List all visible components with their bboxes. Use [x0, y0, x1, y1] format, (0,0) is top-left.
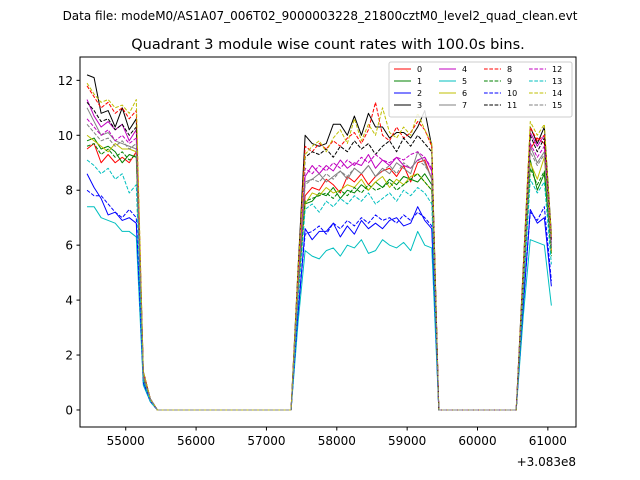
- legend-label-6: 6: [462, 89, 467, 98]
- y-tick-label: 10: [58, 129, 73, 143]
- x-tick-label: 56000: [177, 434, 215, 448]
- legend-label-1: 1: [417, 77, 422, 86]
- series-line-14: [86, 82, 552, 411]
- legend-label-13: 13: [552, 77, 562, 86]
- x-tick-label: 60000: [458, 434, 496, 448]
- series-layer: [86, 74, 552, 411]
- legend-label-0: 0: [417, 65, 422, 74]
- y-axis: 0 2 4 6 8 10 12: [58, 74, 80, 417]
- x-tick-label: 58000: [318, 434, 356, 448]
- y-tick-label: 12: [58, 74, 73, 88]
- chart-suptitle: Data file: modeM0/AS1A07_006T02_90000032…: [63, 9, 578, 23]
- plot-frame: [79, 56, 577, 428]
- y-tick-label: 8: [65, 184, 73, 198]
- x-axis: 55000 56000 57000 58000 59000 60000 61000: [107, 427, 567, 448]
- legend-label-10: 10: [507, 89, 517, 98]
- legend-label-4: 4: [462, 65, 467, 74]
- legend-label-12: 12: [552, 65, 562, 74]
- legend-label-7: 7: [462, 101, 467, 110]
- legend-label-14: 14: [552, 89, 562, 98]
- y-tick-label: 4: [65, 294, 73, 308]
- x-offset-label: +3.083e8: [517, 455, 576, 469]
- x-tick-label: 57000: [247, 434, 285, 448]
- legend-box: [388, 61, 573, 118]
- legend-label-15: 15: [552, 101, 562, 110]
- y-tick-label: 6: [65, 239, 73, 253]
- x-tick-label: 61000: [529, 434, 567, 448]
- series-line-15: [86, 123, 552, 411]
- x-tick-label: 55000: [107, 434, 145, 448]
- series-line-12: [86, 118, 552, 411]
- legend-label-9: 9: [507, 77, 512, 86]
- x-tick-label: 59000: [388, 434, 426, 448]
- legend-label-8: 8: [507, 65, 512, 74]
- legend-label-5: 5: [462, 77, 467, 86]
- y-tick-label: 2: [65, 349, 73, 363]
- chart-title: Quadrant 3 module wise count rates with …: [131, 37, 525, 53]
- legend-label-2: 2: [417, 89, 422, 98]
- y-tick-label: 0: [65, 403, 73, 417]
- legend-label-3: 3: [417, 101, 422, 110]
- legend-label-11: 11: [507, 101, 517, 110]
